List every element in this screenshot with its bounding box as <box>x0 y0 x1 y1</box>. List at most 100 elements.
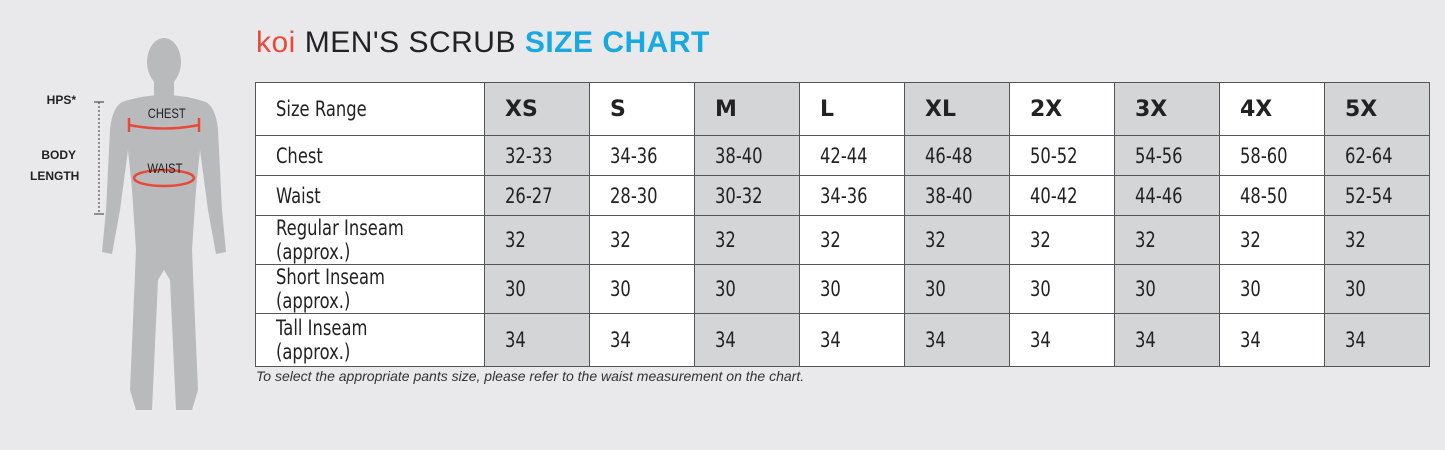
size-header: S <box>589 82 695 136</box>
table-cell: 54-56 <box>1114 135 1220 176</box>
table-cell: 32 <box>1009 215 1115 265</box>
row-label-text: Tall Inseam (approx.) <box>276 316 368 364</box>
table-cell: 30 <box>694 264 800 314</box>
table-cell-text: 58-60 <box>1240 143 1288 168</box>
table-cell: 32 <box>694 215 800 265</box>
table-cell-text: 34 <box>820 328 841 352</box>
table-cell-text: 34-36 <box>610 143 658 168</box>
table-cell: 32-33 <box>484 135 590 176</box>
table-row: Regular Inseam (approx.) 32 32 32 32 32 32 32 32… <box>255 215 1430 265</box>
table-row: Tall Inseam (approx.) 34 34 34 34 34 34 34 34 34 <box>255 313 1430 367</box>
table-cell: 30 <box>484 264 590 314</box>
table-cell-text: 46-48 <box>925 143 973 168</box>
row-label: Short Inseam (approx.) <box>255 264 485 314</box>
table-cell: 34 <box>799 313 905 367</box>
table-cell-text: 26-27 <box>505 183 553 208</box>
table-cell: 58-60 <box>1219 135 1325 176</box>
table-cell: 38-40 <box>694 135 800 176</box>
table-cell-text: 34 <box>715 328 736 352</box>
brand-logo: koi <box>256 26 296 59</box>
table-cell-text: 54-56 <box>1135 143 1183 168</box>
table-cell: 28-30 <box>589 175 695 216</box>
table-cell: 34 <box>484 313 590 367</box>
size-header-text: 3X <box>1135 96 1168 122</box>
table-cell: 26-27 <box>484 175 590 216</box>
table-cell-text: 40-42 <box>1030 183 1078 208</box>
table-cell-text: 34 <box>505 328 526 352</box>
hps-label: HPS* <box>46 93 76 107</box>
header-label-text: Size Range <box>276 97 367 121</box>
table-cell-text: 28-30 <box>610 183 658 208</box>
chest-arrow-icon <box>127 118 201 132</box>
table-cell-text: 30 <box>1030 277 1051 301</box>
size-header: XL <box>904 82 1010 136</box>
table-cell-text: 34-36 <box>820 183 868 208</box>
page-title: koi MEN'S SCRUB SIZE CHART <box>256 26 710 59</box>
table-cell: 34 <box>589 313 695 367</box>
table-cell: 46-48 <box>904 135 1010 176</box>
header-row: Size Range XS S M L XL 2X 3X 4X 5X <box>255 82 1430 136</box>
table-cell-text: 50-52 <box>1030 143 1078 168</box>
table-cell-text: 32 <box>610 228 631 252</box>
table-cell-text: 44-46 <box>1135 183 1183 208</box>
size-header: 2X <box>1009 82 1115 136</box>
size-header-text: XS <box>505 96 538 122</box>
table-cell-text: 32 <box>925 228 946 252</box>
table-cell-text: 34 <box>610 328 631 352</box>
table-cell-text: 32 <box>1240 228 1261 252</box>
table-cell: 40-42 <box>1009 175 1115 216</box>
size-header: 5X <box>1324 82 1430 136</box>
row-label: Chest <box>255 135 485 176</box>
size-header-text: 5X <box>1345 96 1378 122</box>
table-cell-text: 30 <box>505 277 526 301</box>
table-cell-text: 38-40 <box>925 183 973 208</box>
size-header: 4X <box>1219 82 1325 136</box>
body-silhouette-figure <box>94 38 226 410</box>
waist-label: WAIST <box>147 160 183 176</box>
table-cell: 34 <box>904 313 1010 367</box>
size-header: M <box>694 82 800 136</box>
table-cell: 62-64 <box>1324 135 1430 176</box>
header-label: Size Range <box>255 82 485 136</box>
body-length-label-1: BODY <box>41 148 76 162</box>
table-row: Short Inseam (approx.) 30 30 30 30 30 30 30 30 30 <box>255 264 1430 314</box>
table-cell: 34-36 <box>589 135 695 176</box>
table-cell: 34 <box>1219 313 1325 367</box>
row-label-text: Regular Inseam (approx.) <box>276 216 404 264</box>
size-header: 3X <box>1114 82 1220 136</box>
table-cell: 32 <box>1114 215 1220 265</box>
table-cell-text: 34 <box>1345 328 1366 352</box>
size-header-text: 4X <box>1240 96 1273 122</box>
table-cell: 30 <box>1324 264 1430 314</box>
footnote: To select the appropriate pants size, pl… <box>256 368 805 384</box>
table-cell: 30 <box>799 264 905 314</box>
table-cell: 30 <box>1114 264 1220 314</box>
row-label-text: Chest <box>276 143 323 168</box>
table-cell: 42-44 <box>799 135 905 176</box>
chest-label: CHEST <box>147 105 186 121</box>
table-cell-text: 34 <box>1240 328 1261 352</box>
table-cell-text: 30 <box>1135 277 1156 301</box>
table-cell: 32 <box>484 215 590 265</box>
table-row: Chest 32-33 34-36 38-40 42-44 46-48 50-52 54-56… <box>255 135 1430 176</box>
table-cell: 50-52 <box>1009 135 1115 176</box>
table-cell-text: 32 <box>715 228 736 252</box>
table-cell-text: 30 <box>715 277 736 301</box>
size-header-text: XL <box>925 96 956 122</box>
table-cell: 34 <box>1324 313 1430 367</box>
waist-arrow-icon <box>132 168 196 188</box>
size-header-text: 2X <box>1030 96 1063 122</box>
table-cell-text: 30-32 <box>715 183 763 208</box>
table-cell-text: 42-44 <box>820 143 868 168</box>
table-cell: 34 <box>1114 313 1220 367</box>
table-cell-text: 30 <box>1240 277 1261 301</box>
table-cell: 30 <box>904 264 1010 314</box>
table-cell-text: 34 <box>1030 328 1051 352</box>
table-cell-text: 52-54 <box>1345 183 1393 208</box>
table-cell-text: 34 <box>925 328 946 352</box>
size-header-text: L <box>820 96 835 122</box>
row-label: Regular Inseam (approx.) <box>255 215 485 265</box>
table-cell-text: 32 <box>505 228 526 252</box>
table-cell-text: 32 <box>1345 228 1366 252</box>
table-cell-text: 34 <box>1135 328 1156 352</box>
